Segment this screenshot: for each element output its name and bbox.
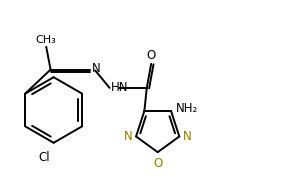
Text: N: N xyxy=(124,130,133,143)
Text: NH₂: NH₂ xyxy=(176,102,199,115)
Text: HN: HN xyxy=(110,81,128,94)
Text: O: O xyxy=(153,157,162,169)
Text: N: N xyxy=(92,62,100,75)
Text: N: N xyxy=(182,130,191,143)
Text: Cl: Cl xyxy=(39,151,50,164)
Text: CH₃: CH₃ xyxy=(36,35,57,45)
Text: O: O xyxy=(147,49,156,62)
